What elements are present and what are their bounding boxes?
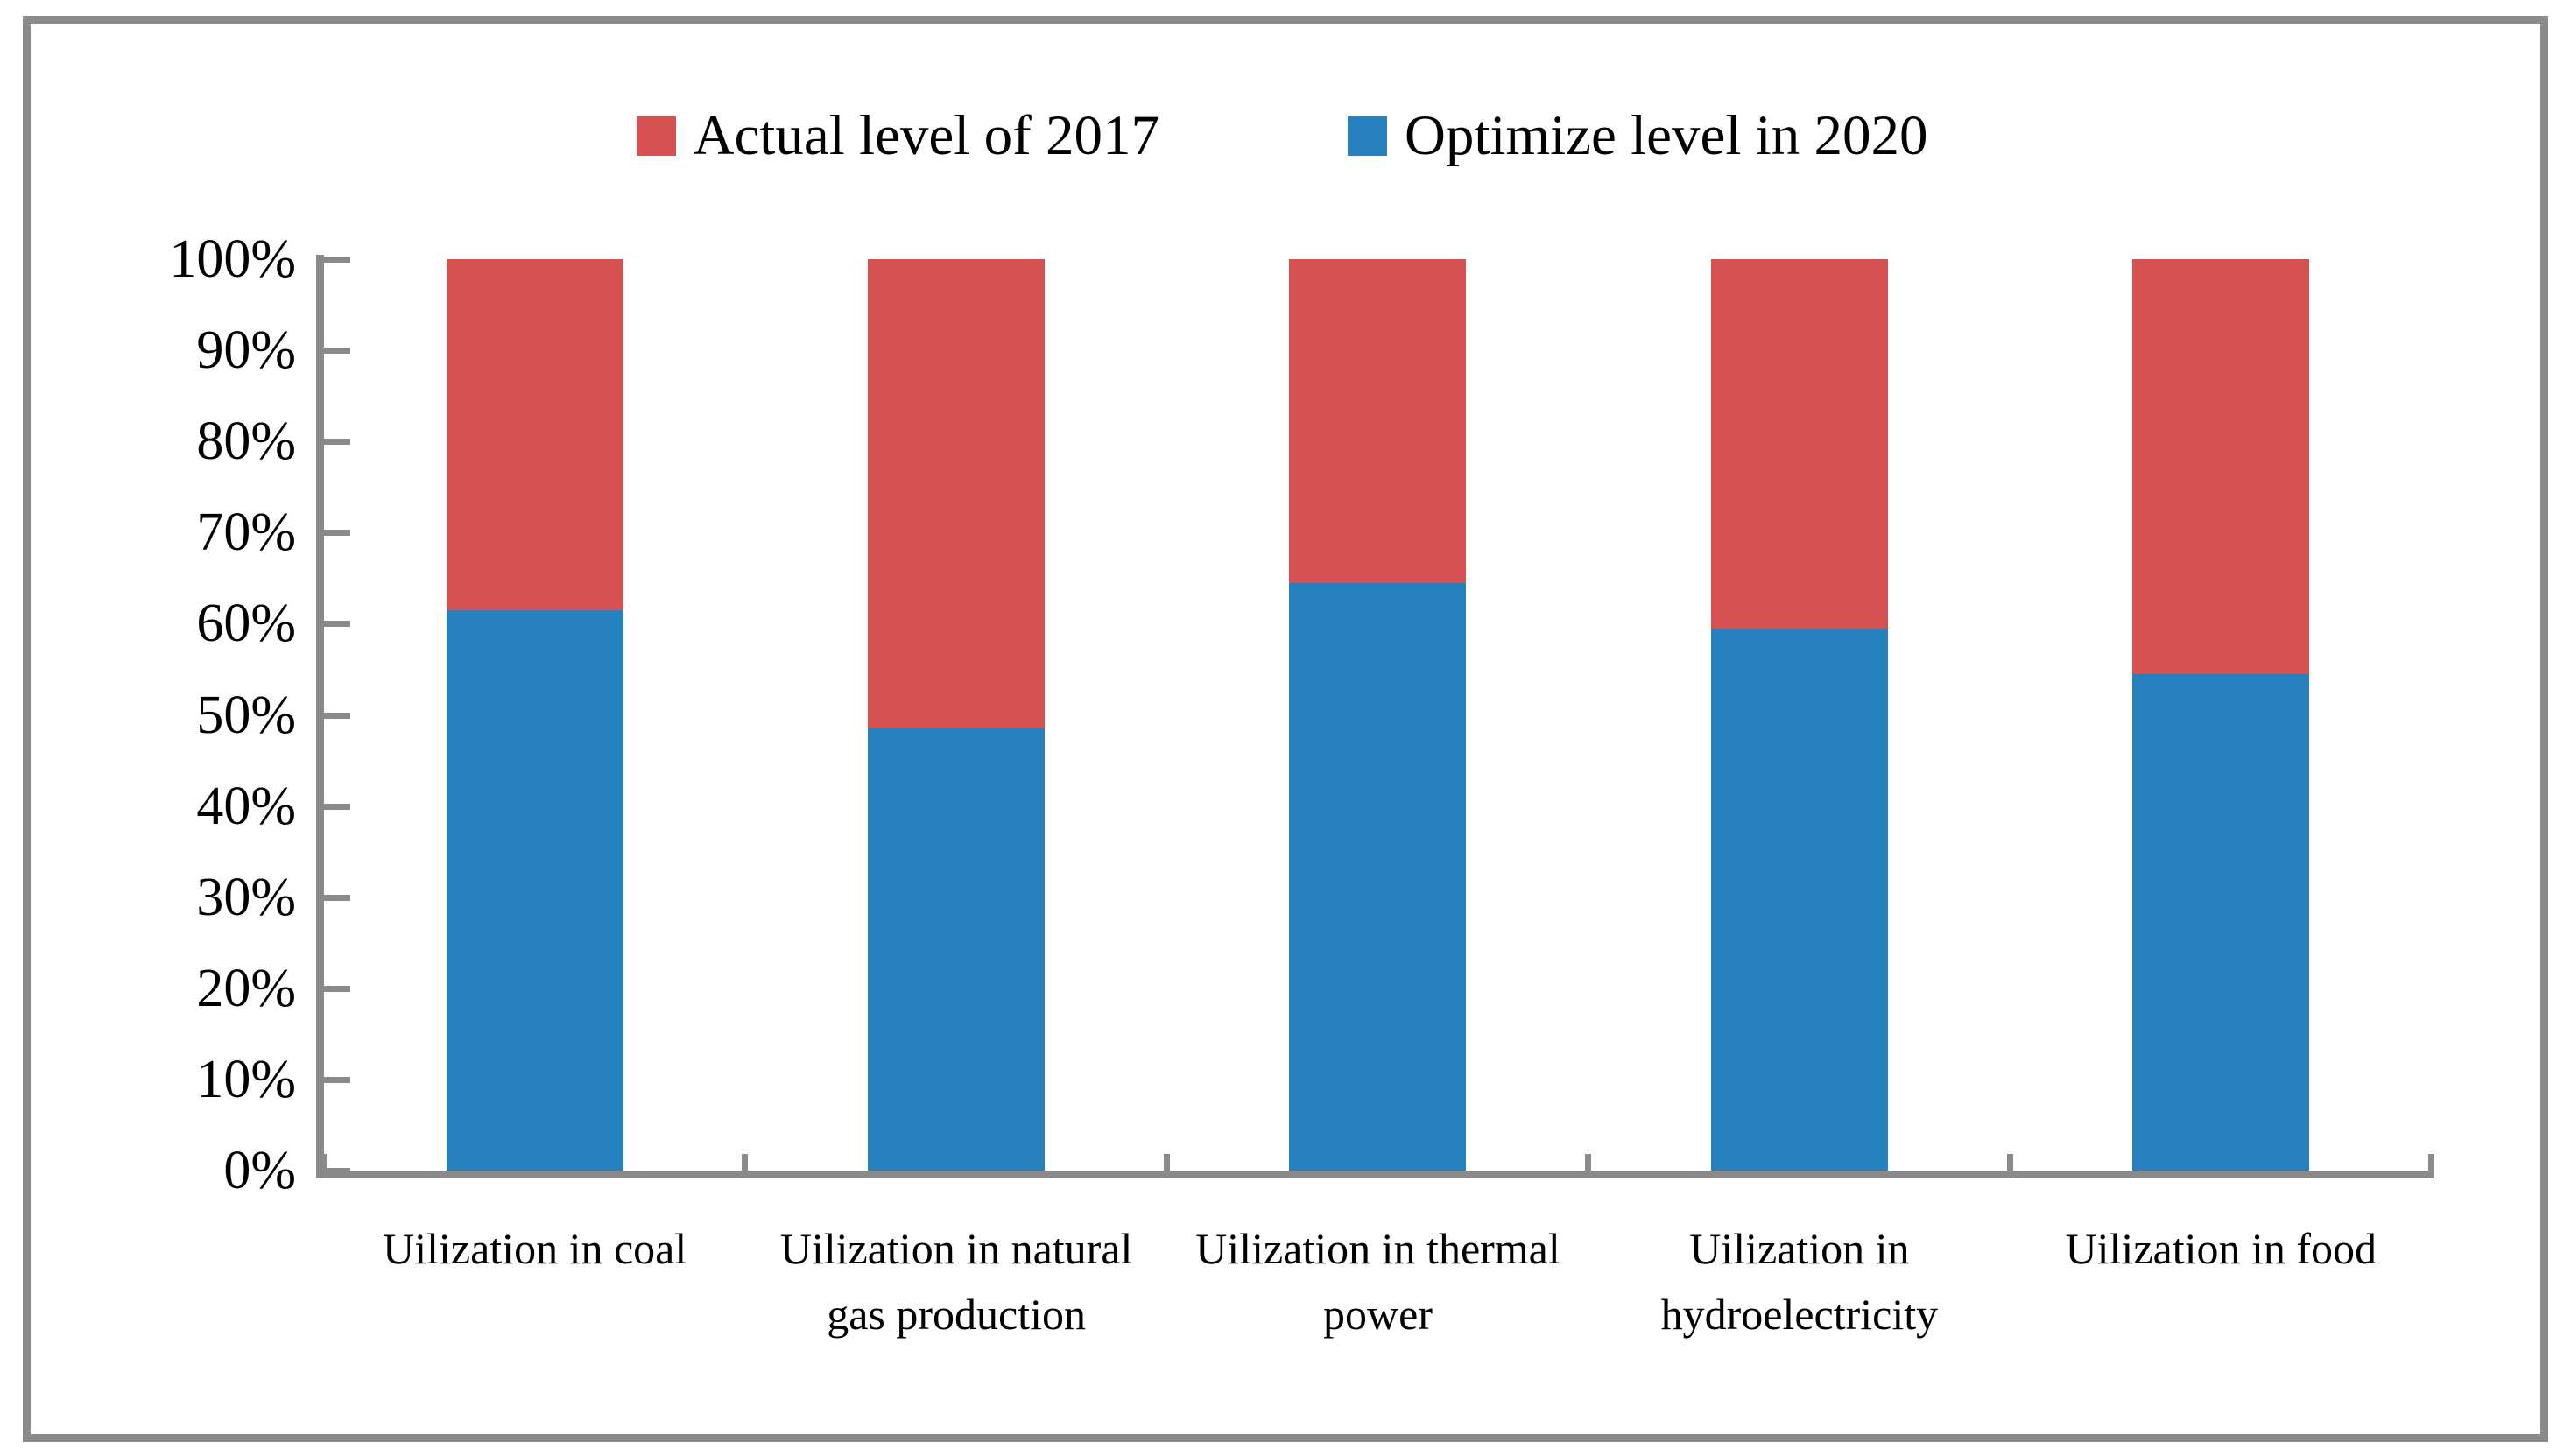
y-axis-tick <box>324 1076 350 1083</box>
y-axis-tick-label: 40% <box>196 776 296 836</box>
y-axis-tick-label: 100% <box>169 229 296 289</box>
y-axis-tick <box>324 985 350 992</box>
x-axis-tick <box>320 1154 327 1178</box>
bar-segment-actual-2017 <box>1289 259 1467 583</box>
y-axis-tick-label: 10% <box>196 1049 296 1109</box>
x-axis-label-line: Uilization in food <box>2065 1224 2377 1273</box>
y-axis-tick <box>324 894 350 901</box>
y-axis-tick <box>324 621 350 628</box>
x-axis-category-label: Uilization in hydroelectricity <box>1578 1216 2020 1347</box>
plot-area: 100% 90% 80% 70% 60% 50% 40% 30% 20% 10% 0% Uilizat… <box>169 232 2434 1339</box>
chart-legend: Actual level of 2017 Optimize level in 20… <box>0 103 2564 169</box>
y-axis-tick <box>324 348 350 355</box>
category-slot: Uilization in hydroelectricity <box>1588 259 2010 1339</box>
x-axis-category-label: Uilization in thermal power <box>1157 1216 1599 1347</box>
y-axis-tick-label: 20% <box>196 958 296 1018</box>
bar-segment-optimize-2020 <box>1289 582 1467 1171</box>
x-axis-tick <box>1585 1154 1592 1178</box>
y-axis-tick-label: 30% <box>196 867 296 927</box>
x-axis-label-line: Uilization in <box>1689 1224 1910 1273</box>
y-axis-tick-label: 0% <box>223 1141 296 1200</box>
stacked-bar <box>2132 259 2310 1171</box>
legend-label: Actual level of 2017 <box>693 104 1159 167</box>
x-axis-category-label: Uilization in food <box>2000 1216 2442 1282</box>
x-axis-tick <box>2428 1154 2434 1178</box>
x-axis-tick <box>742 1154 749 1178</box>
y-axis-tick <box>324 257 350 263</box>
category-slot: Uilization in food <box>2011 259 2432 1273</box>
y-axis-tick-label: 60% <box>196 594 296 654</box>
legend-label: Optimize level in 2020 <box>1404 104 1928 167</box>
stacked-bar <box>1710 259 1888 1171</box>
stacked-bar <box>1289 259 1467 1171</box>
y-axis-tick <box>324 803 350 810</box>
bar-segment-optimize-2020 <box>868 728 1046 1171</box>
stacked-bar <box>446 259 623 1171</box>
x-axis-label-line: power <box>1323 1290 1433 1339</box>
x-axis-line <box>316 1171 2432 1178</box>
bar-segment-actual-2017 <box>446 259 623 610</box>
x-axis-label-line: gas production <box>827 1290 1086 1339</box>
bar-segment-actual-2017 <box>2132 259 2310 674</box>
x-axis-label-line: Uilization in coal <box>383 1224 687 1273</box>
y-axis-tick <box>324 530 350 537</box>
y-axis-tick <box>324 712 350 719</box>
bar-segment-optimize-2020 <box>2132 673 2310 1171</box>
legend-item: Optimize level in 2020 <box>1347 103 1928 169</box>
bar-segment-actual-2017 <box>1710 259 1888 629</box>
category-slot: Uilization in natural gas production <box>745 259 1166 1339</box>
y-axis-tick-label: 50% <box>196 685 296 745</box>
legend-swatch-red <box>636 116 676 156</box>
legend-swatch-blue <box>1347 116 1387 156</box>
x-axis-tick <box>2006 1154 2013 1178</box>
legend-item: Actual level of 2017 <box>636 103 1159 169</box>
x-axis-tick <box>1163 1154 1170 1178</box>
y-axis-tick <box>324 1168 350 1174</box>
x-axis-label-line: Uilization in natural <box>779 1224 1133 1273</box>
y-axis-tick-label: 70% <box>196 503 296 563</box>
bar-segment-optimize-2020 <box>1710 628 1888 1171</box>
bar-segment-optimize-2020 <box>446 609 623 1171</box>
stacked-bar <box>868 259 1046 1171</box>
y-axis-tick-label: 80% <box>196 411 296 472</box>
x-axis-label-line: Uilization in thermal <box>1195 1224 1560 1273</box>
y-axis-line <box>316 255 324 1178</box>
category-slot: Uilization in thermal power <box>1167 259 1588 1339</box>
y-axis-tick <box>324 439 350 446</box>
x-axis-category-label: Uilization in natural gas production <box>735 1216 1177 1347</box>
category-slot: Uilization in coal <box>324 259 745 1273</box>
x-axis-category-label: Uilization in coal <box>313 1216 756 1282</box>
y-axis-tick-label: 90% <box>196 320 296 381</box>
bar-segment-actual-2017 <box>868 259 1046 729</box>
x-axis-label-line: hydroelectricity <box>1660 1290 1939 1339</box>
